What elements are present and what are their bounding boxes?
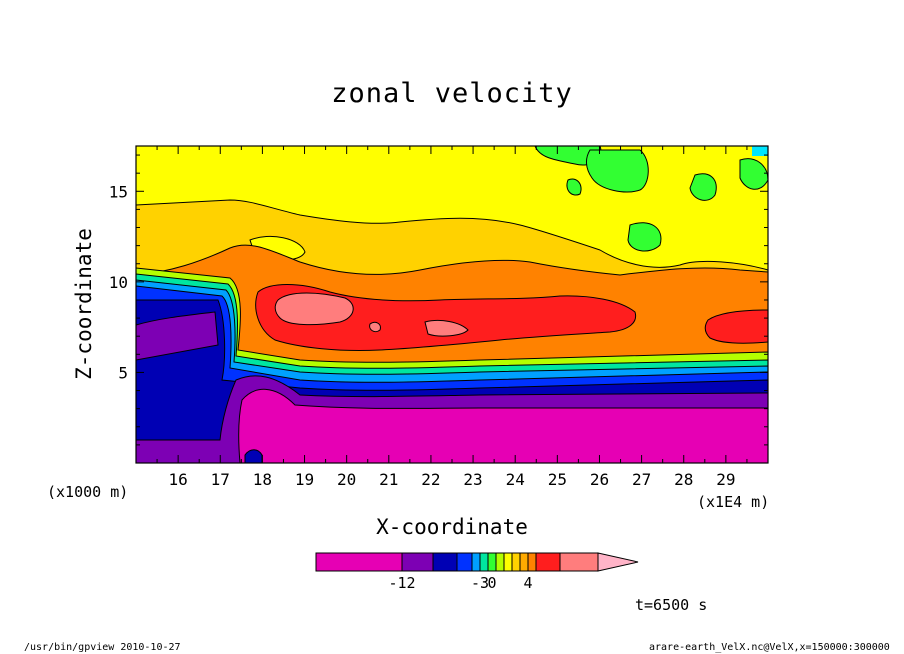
x-tick-label: 20 bbox=[337, 470, 356, 489]
colorbar-swatch bbox=[495, 552, 505, 572]
colorbar-label: -3 bbox=[471, 574, 489, 592]
colorbar-swatch bbox=[471, 552, 481, 572]
colorbar-swatch bbox=[535, 552, 561, 572]
x-tick-label: 18 bbox=[253, 470, 272, 489]
x-tick-label: 22 bbox=[421, 470, 440, 489]
region-green-blob5 bbox=[566, 178, 582, 196]
chart-title: zonal velocity bbox=[331, 78, 573, 109]
region-pink-max3 bbox=[369, 321, 381, 333]
colorbar-swatch bbox=[315, 552, 403, 572]
x-tick-label: 27 bbox=[632, 470, 651, 489]
x-tick-label: 16 bbox=[169, 470, 188, 489]
region-red-east bbox=[704, 309, 768, 344]
x-tick-label: 28 bbox=[674, 470, 693, 489]
colorbar-swatch bbox=[432, 552, 458, 572]
region-pink-max1 bbox=[274, 292, 354, 326]
region-green-blob1 bbox=[586, 149, 649, 193]
colorbar-swatch bbox=[479, 552, 489, 572]
colorbar-swatch bbox=[519, 552, 529, 572]
colorbar: -12 -30 4 bbox=[315, 552, 639, 592]
region-green-blob3 bbox=[627, 222, 662, 252]
colorbar-label: 4 bbox=[523, 574, 532, 592]
colorbar-label: 0 bbox=[487, 574, 496, 592]
y-tick-label: 5 bbox=[118, 363, 128, 382]
region-purple-upperleft bbox=[136, 311, 219, 361]
colorbar-swatch bbox=[487, 552, 497, 572]
x-tick-label: 21 bbox=[379, 470, 398, 489]
colorbar-swatch bbox=[401, 552, 434, 572]
x-tick-label: 29 bbox=[716, 470, 735, 489]
footer-right: arare-earth_VelX.nc@VelX,x=150000:300000 bbox=[649, 642, 890, 653]
y-tick-label: 15 bbox=[109, 182, 128, 201]
x-ticks: 16 17 18 19 20 21 22 23 24 25 26 27 28 29 bbox=[156, 146, 748, 489]
region-red-core bbox=[255, 284, 637, 352]
x-tick-label: 24 bbox=[506, 470, 525, 489]
colorbar-swatch bbox=[511, 552, 521, 572]
x-tick-label: 17 bbox=[211, 470, 230, 489]
x-tick-label: 19 bbox=[295, 470, 314, 489]
x-axis-unit: (x1E4 m) bbox=[697, 493, 770, 511]
colorbar-swatch bbox=[456, 552, 473, 572]
x-tick-label: 26 bbox=[590, 470, 609, 489]
x-axis-label: X-coordinate bbox=[376, 515, 528, 539]
x-tick-label: 23 bbox=[463, 470, 482, 489]
x-tick-label: 25 bbox=[548, 470, 567, 489]
y-ticks: 5 10 15 bbox=[109, 154, 768, 446]
colorbar-label: -12 bbox=[388, 574, 415, 592]
region-darkblue-spot bbox=[244, 449, 263, 463]
colorbar-swatch bbox=[503, 552, 513, 572]
colorbar-swatch bbox=[559, 552, 599, 572]
contour-field bbox=[136, 146, 768, 463]
region-green-blob2 bbox=[689, 173, 717, 201]
region-cyan-corner bbox=[752, 146, 768, 156]
colorbar-arrow bbox=[597, 552, 639, 572]
colorbar-swatch bbox=[527, 552, 537, 572]
footer-left: /usr/bin/gpview 2010-10-27 bbox=[24, 642, 181, 653]
region-pink-max2 bbox=[424, 319, 469, 337]
y-axis-unit: (x1000 m) bbox=[47, 483, 129, 501]
time-label: t=6500 s bbox=[635, 596, 708, 614]
y-tick-label: 10 bbox=[109, 273, 128, 292]
